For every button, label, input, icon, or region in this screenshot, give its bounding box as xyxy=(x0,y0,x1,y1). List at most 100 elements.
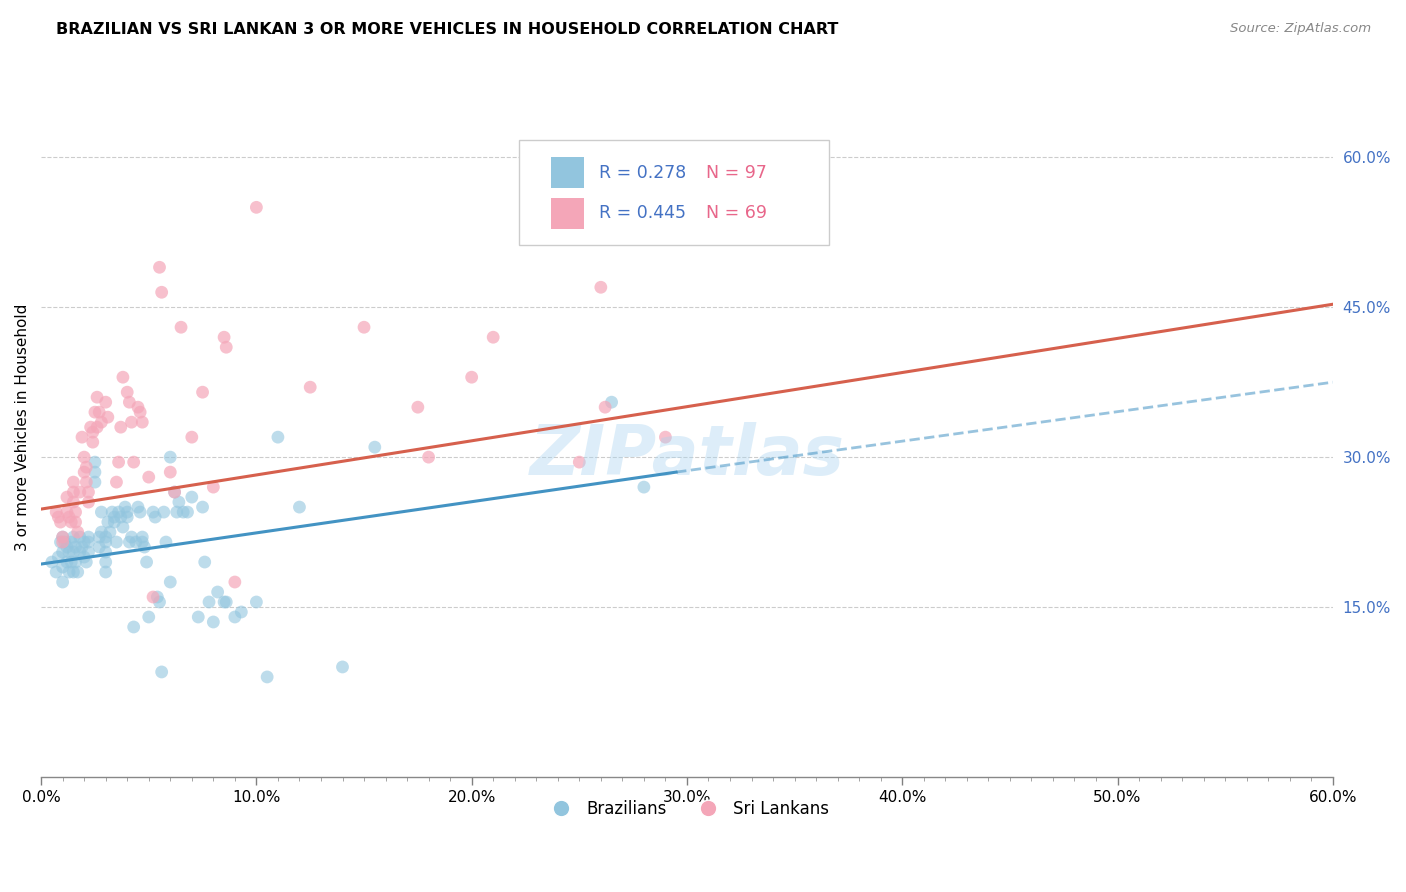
Point xyxy=(194,555,217,569)
Point xyxy=(198,595,221,609)
Point xyxy=(364,440,387,454)
Point xyxy=(69,545,91,559)
Point xyxy=(131,530,153,544)
Point xyxy=(60,555,83,569)
Point xyxy=(65,555,87,569)
Point xyxy=(187,610,209,624)
Point xyxy=(73,450,96,464)
Point xyxy=(215,595,238,609)
Point xyxy=(62,495,84,509)
Point xyxy=(60,535,83,549)
Point xyxy=(267,430,290,444)
Point xyxy=(121,530,143,544)
Text: N = 97: N = 97 xyxy=(706,163,768,182)
Point xyxy=(212,595,235,609)
Point xyxy=(58,510,80,524)
Text: BRAZILIAN VS SRI LANKAN 3 OR MORE VEHICLES IN HOUSEHOLD CORRELATION CHART: BRAZILIAN VS SRI LANKAN 3 OR MORE VEHICL… xyxy=(56,22,838,37)
Point xyxy=(332,660,354,674)
Point xyxy=(115,505,138,519)
Point xyxy=(65,540,87,554)
Point xyxy=(84,405,107,419)
FancyBboxPatch shape xyxy=(519,140,830,245)
Text: Source: ZipAtlas.com: Source: ZipAtlas.com xyxy=(1230,22,1371,36)
Point xyxy=(77,535,100,549)
Point xyxy=(52,530,75,544)
Point xyxy=(77,530,100,544)
Point xyxy=(138,610,160,624)
Point xyxy=(82,425,104,439)
Point xyxy=(406,400,429,414)
Point xyxy=(202,480,225,494)
Point xyxy=(568,455,591,469)
Point xyxy=(129,505,152,519)
Point xyxy=(129,405,152,419)
Point xyxy=(460,370,482,384)
Point xyxy=(600,395,623,409)
Point xyxy=(84,455,107,469)
Point xyxy=(142,505,165,519)
Point xyxy=(212,330,235,344)
Point xyxy=(172,505,194,519)
Point xyxy=(150,285,173,300)
Point xyxy=(118,535,141,549)
Text: N = 69: N = 69 xyxy=(706,204,768,222)
Point xyxy=(45,565,67,579)
Point xyxy=(89,540,111,554)
Point xyxy=(101,505,124,519)
Point xyxy=(155,535,177,549)
Point xyxy=(107,455,129,469)
Point xyxy=(131,415,153,429)
Point xyxy=(84,465,107,479)
Point xyxy=(180,430,202,444)
Point xyxy=(166,505,188,519)
Point xyxy=(66,524,89,539)
Point xyxy=(94,545,117,559)
Point xyxy=(111,520,134,534)
Point xyxy=(45,505,67,519)
Point xyxy=(159,465,181,479)
Point xyxy=(62,565,84,579)
Point xyxy=(115,510,138,524)
Point xyxy=(69,485,91,500)
Point xyxy=(94,555,117,569)
Point xyxy=(134,540,156,554)
Point xyxy=(41,555,63,569)
Point xyxy=(94,565,117,579)
Point xyxy=(191,500,214,514)
Point xyxy=(122,620,145,634)
Point xyxy=(163,485,186,500)
Point xyxy=(103,510,125,524)
Point xyxy=(65,505,87,519)
Point xyxy=(94,530,117,544)
Point xyxy=(231,605,253,619)
Point xyxy=(167,495,190,509)
Point xyxy=(633,480,655,494)
Point xyxy=(77,545,100,559)
Point xyxy=(170,320,193,334)
Point xyxy=(299,380,322,394)
Point xyxy=(150,665,173,679)
Point xyxy=(245,595,267,609)
Point xyxy=(90,524,112,539)
Point xyxy=(153,505,176,519)
Point xyxy=(114,500,136,514)
Point xyxy=(97,410,120,425)
Point xyxy=(53,535,76,549)
Y-axis label: 3 or more Vehicles in Household: 3 or more Vehicles in Household xyxy=(15,303,30,551)
Point xyxy=(593,400,616,414)
Point xyxy=(191,385,214,400)
Point xyxy=(52,574,75,589)
Point xyxy=(62,530,84,544)
Point xyxy=(56,505,79,519)
Point xyxy=(142,590,165,604)
Point xyxy=(75,475,97,489)
Point xyxy=(58,545,80,559)
Point xyxy=(353,320,375,334)
Point xyxy=(163,485,186,500)
Point xyxy=(148,260,170,275)
Point xyxy=(107,505,129,519)
Text: R = 0.278: R = 0.278 xyxy=(599,163,686,182)
Point xyxy=(56,555,79,569)
Point xyxy=(46,549,69,564)
Point xyxy=(127,400,149,414)
